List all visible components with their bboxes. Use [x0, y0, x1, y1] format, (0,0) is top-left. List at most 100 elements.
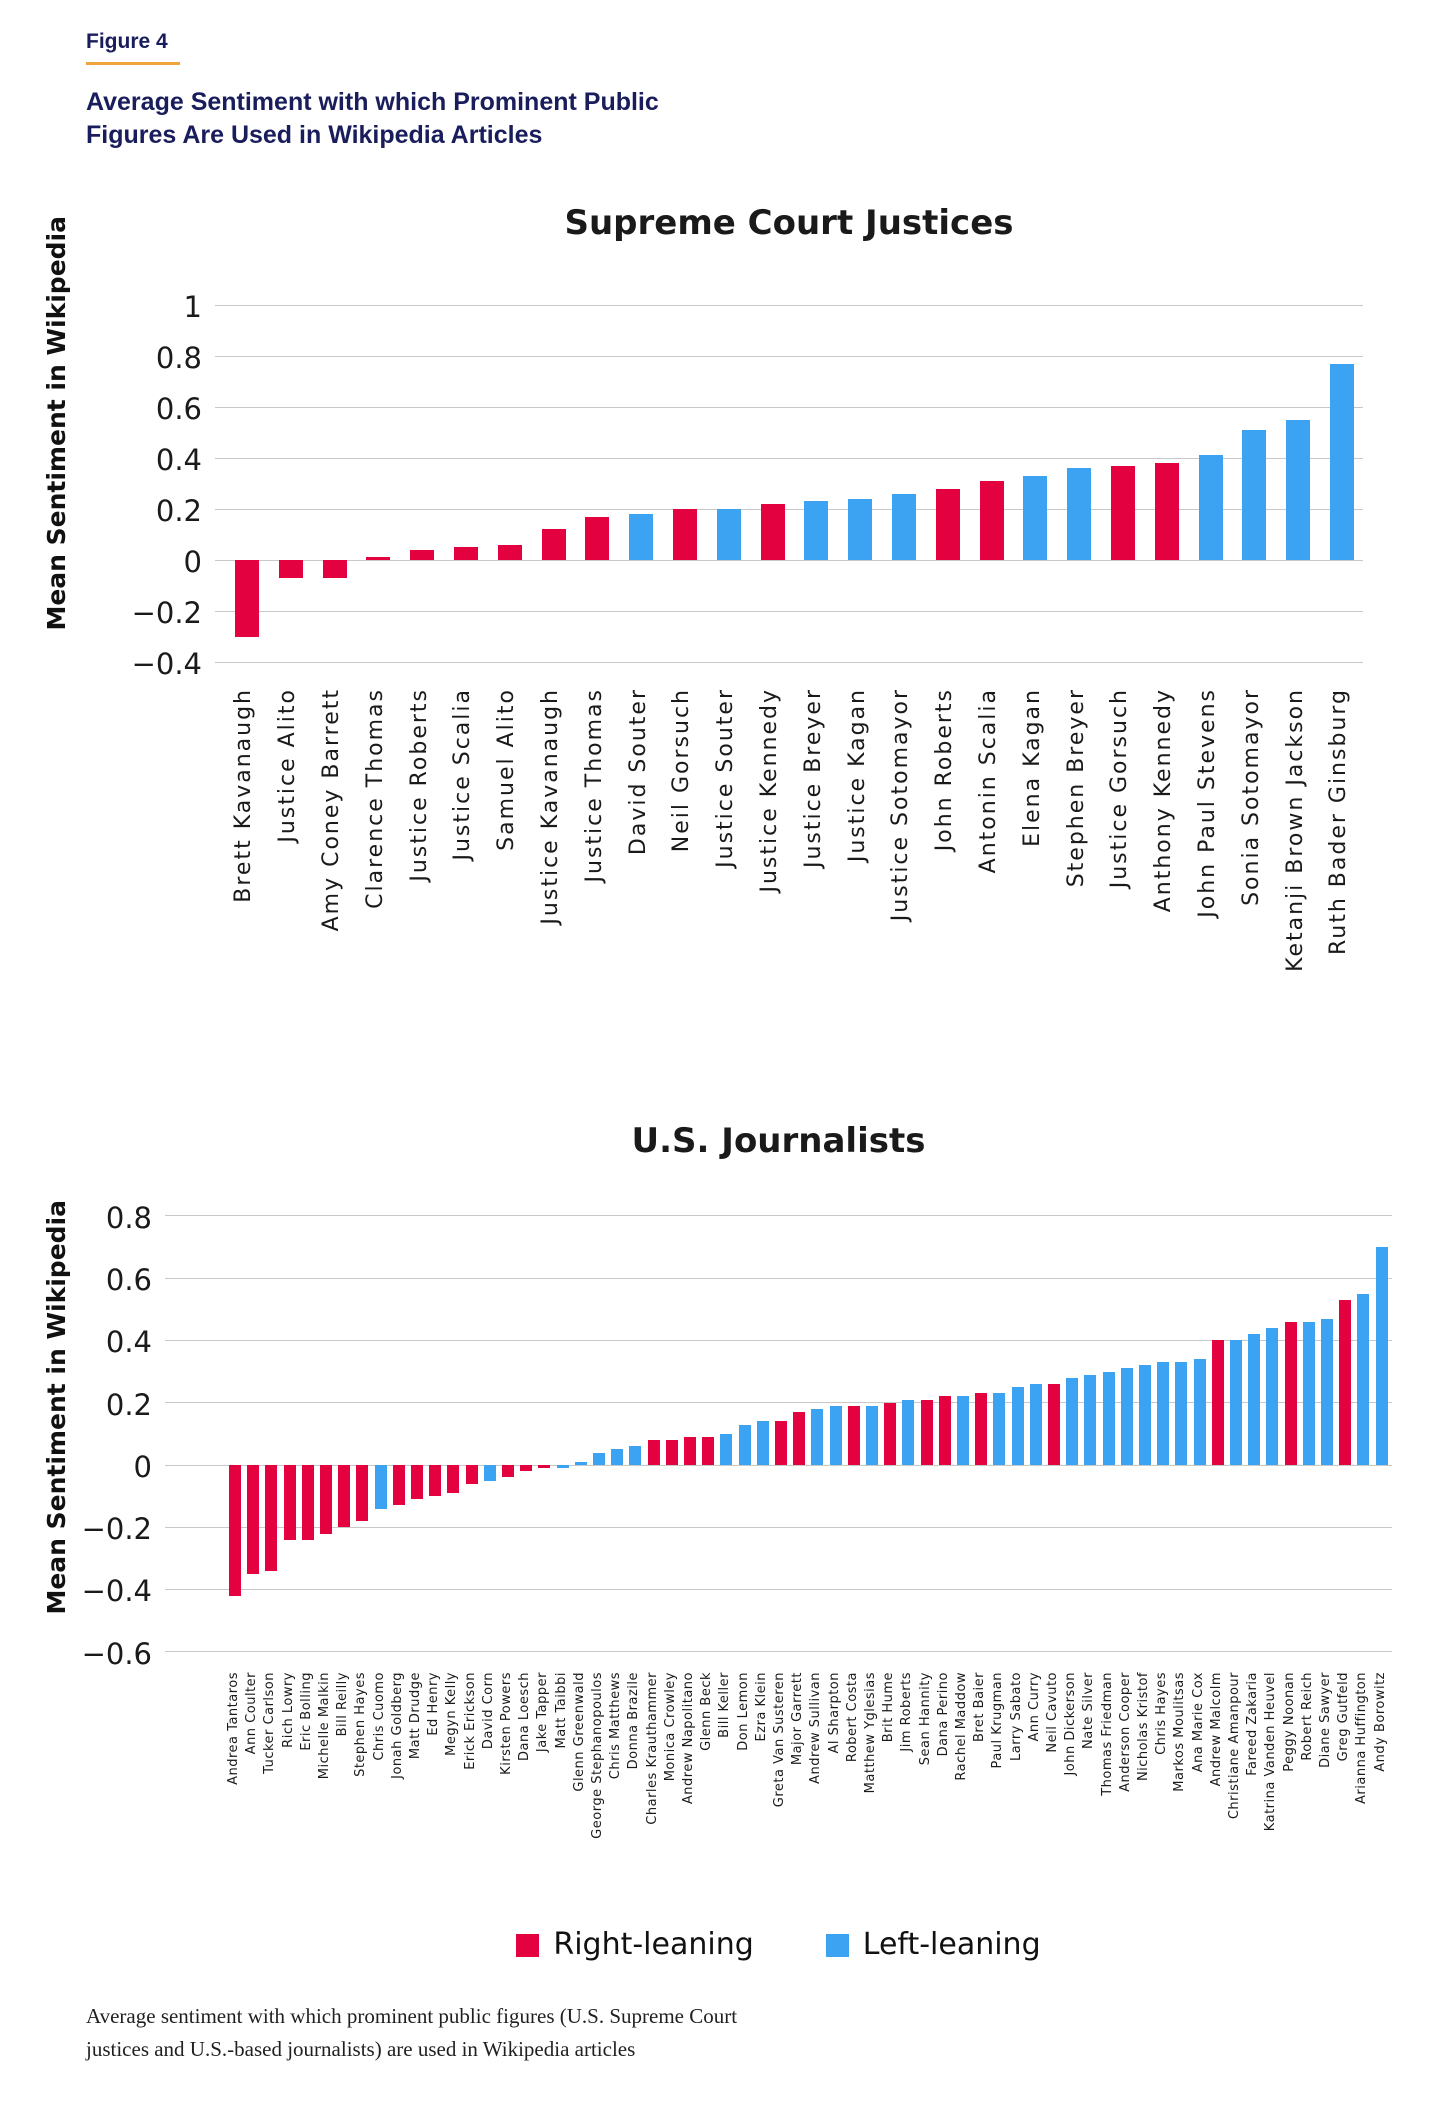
x-tick-label: Robert Costa [844, 1672, 860, 1763]
left-leaning-swatch-icon [825, 1933, 849, 1957]
y-tick-label: 0.8 [105, 1200, 152, 1235]
figure-caption-line2: justices and U.S.-based journalists) are… [86, 2036, 636, 2061]
x-tick-label: Justice Gorsuch [1107, 688, 1133, 889]
bar [301, 1465, 314, 1540]
x-tick-label: Don Lemon [735, 1672, 751, 1751]
bar [938, 1396, 951, 1465]
legend-label-left: Left-leaning [862, 1927, 1041, 1962]
bar [411, 1465, 423, 1500]
bar [1011, 1387, 1024, 1465]
x-tick-label: Jim Roberts [899, 1672, 915, 1752]
bar [483, 1465, 496, 1481]
bar [429, 1465, 442, 1497]
bar [920, 1399, 933, 1465]
bar [556, 1465, 569, 1469]
bar [574, 1461, 587, 1465]
bar [1357, 1293, 1370, 1465]
bar [541, 529, 566, 560]
bar [804, 501, 829, 560]
x-tick-label: Chris Hayes [1154, 1672, 1170, 1755]
bar [454, 547, 478, 560]
legend-item-right-leaning: Right-leaning [516, 1927, 754, 1962]
bar [866, 1405, 878, 1465]
x-tick-label: Erick Erickson [462, 1672, 478, 1770]
x-tick-label: Justice Kavanaugh [537, 688, 563, 925]
x-tick-label: Justice Alito [275, 688, 301, 843]
bar [647, 1440, 660, 1465]
y-tick-label: 0.4 [155, 442, 202, 477]
bar [760, 503, 785, 560]
bar [247, 1465, 260, 1575]
x-tick-label: Thomas Friedman [1099, 1672, 1115, 1796]
gridline [165, 1526, 1392, 1528]
y-tick-label: −0.4 [81, 1574, 152, 1609]
bar [1067, 468, 1092, 560]
bar [520, 1465, 533, 1472]
x-tick-label: Brit Hume [881, 1672, 897, 1743]
bar [884, 1402, 897, 1465]
x-tick-label: Tucker Carlson [262, 1672, 278, 1774]
x-tick-label: Ruth Bader Ginsburg [1326, 688, 1352, 956]
bar [1302, 1321, 1315, 1465]
gridline [165, 1215, 1392, 1217]
bar [585, 516, 610, 560]
gridline [215, 304, 1363, 306]
x-tick-label: Ana Marie Cox [1190, 1672, 1206, 1773]
gridline [165, 1589, 1392, 1591]
gridline [165, 1464, 1392, 1466]
bar [1266, 1327, 1279, 1465]
y-tick-label: −0.4 [131, 646, 202, 681]
bar [538, 1465, 551, 1469]
x-tick-label: Glenn Beck [699, 1672, 715, 1751]
x-tick-label: Ann Coulter [244, 1672, 260, 1755]
x-tick-label: Megyn Kelly [444, 1672, 460, 1756]
bar [684, 1436, 696, 1465]
bar [1048, 1384, 1060, 1465]
x-tick-label: Samuel Alito [494, 688, 520, 851]
figure-heading: Average Sentiment with which Prominent P… [86, 86, 659, 152]
bar [1284, 1321, 1297, 1465]
bar [1193, 1359, 1206, 1465]
legend-item-left-leaning: Left-leaning [825, 1927, 1041, 1962]
y-tick-label: 0.6 [155, 391, 202, 426]
bar [673, 509, 697, 560]
bar [957, 1396, 969, 1465]
x-tick-label: Clarence Thomas [362, 688, 388, 909]
x-tick-label: Andrea Tantaros [225, 1672, 241, 1785]
bar [847, 1405, 860, 1465]
bar [1339, 1299, 1352, 1465]
bar [356, 1465, 369, 1522]
x-tick-label: Sean Hannity [917, 1672, 933, 1766]
x-tick-label: Nate Silver [1081, 1672, 1097, 1749]
legend-label-right: Right-leaning [553, 1927, 754, 1962]
bar [1120, 1368, 1133, 1465]
bar [320, 1465, 332, 1534]
x-tick-label: Rachel Maddow [953, 1672, 969, 1781]
x-tick-label: Neil Cavuto [1044, 1672, 1060, 1753]
y-tick-label: −0.2 [81, 1512, 152, 1547]
x-tick-label: Justice Roberts [406, 688, 432, 882]
bar [716, 509, 741, 560]
x-tick-label: John Paul Stevens [1194, 688, 1220, 918]
bar [829, 1405, 842, 1465]
x-tick-label: Matt Taibbi [553, 1672, 569, 1749]
x-tick-label: Nicholas Kristof [1135, 1672, 1151, 1782]
gridline [215, 457, 1363, 459]
x-tick-label: Robert Reich [1299, 1672, 1315, 1761]
bar [265, 1465, 278, 1571]
bar [410, 549, 435, 560]
x-tick-label: Justice Kennedy [756, 688, 782, 893]
bar [1139, 1365, 1151, 1465]
chart-title-journalists: U.S. Journalists [631, 1121, 926, 1161]
x-tick-label: Kirsten Powers [498, 1672, 514, 1775]
bar [1242, 429, 1267, 560]
bar [892, 493, 916, 560]
bar [366, 557, 391, 560]
gridline [165, 1402, 1392, 1404]
x-tick-label: Andrew Malcolm [1208, 1672, 1224, 1787]
x-tick-label: Bill Keller [717, 1672, 733, 1738]
y-tick-label: 0 [133, 1449, 152, 1484]
bar [374, 1465, 387, 1509]
x-tick-label: Justice Scalia [450, 688, 476, 861]
